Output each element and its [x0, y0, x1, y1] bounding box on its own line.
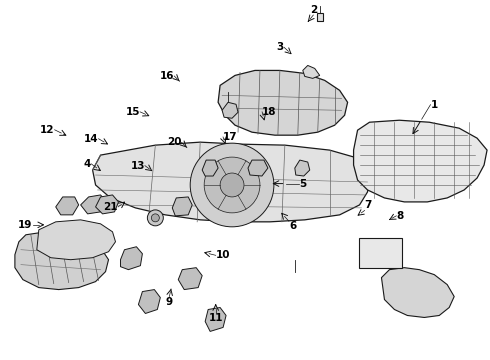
Polygon shape — [218, 71, 347, 135]
Polygon shape — [248, 160, 268, 176]
Text: 7: 7 — [365, 201, 372, 211]
Text: 16: 16 — [160, 71, 174, 81]
Text: 2: 2 — [310, 5, 317, 15]
Polygon shape — [15, 232, 108, 289]
Polygon shape — [382, 268, 454, 318]
Text: 3: 3 — [277, 42, 284, 52]
Text: 11: 11 — [208, 313, 223, 323]
Polygon shape — [138, 289, 160, 314]
Text: 17: 17 — [223, 132, 238, 142]
Polygon shape — [303, 66, 319, 78]
Polygon shape — [56, 197, 78, 215]
Circle shape — [220, 173, 244, 197]
Text: 21: 21 — [103, 202, 118, 212]
Polygon shape — [202, 160, 218, 176]
Circle shape — [190, 143, 274, 227]
Text: 14: 14 — [84, 134, 98, 144]
Text: 9: 9 — [166, 297, 173, 307]
Text: 19: 19 — [18, 220, 33, 230]
Text: 8: 8 — [396, 211, 404, 221]
Text: 5: 5 — [299, 179, 306, 189]
FancyBboxPatch shape — [359, 238, 402, 268]
Text: 1: 1 — [431, 100, 438, 110]
Polygon shape — [96, 195, 119, 214]
Text: 4: 4 — [84, 159, 91, 169]
Circle shape — [147, 210, 163, 226]
Polygon shape — [317, 13, 323, 21]
Polygon shape — [178, 268, 202, 289]
Text: 6: 6 — [289, 221, 296, 231]
Polygon shape — [354, 120, 487, 202]
Polygon shape — [295, 160, 310, 176]
Polygon shape — [172, 197, 192, 216]
Polygon shape — [222, 102, 238, 118]
Polygon shape — [37, 220, 116, 260]
Polygon shape — [81, 195, 106, 214]
Text: 15: 15 — [125, 107, 140, 117]
Polygon shape — [205, 307, 226, 332]
Text: 12: 12 — [40, 125, 55, 135]
Text: 20: 20 — [167, 138, 182, 147]
Text: 10: 10 — [216, 250, 230, 260]
Text: 13: 13 — [130, 161, 145, 171]
Polygon shape — [93, 142, 369, 222]
Text: 18: 18 — [262, 107, 276, 117]
Polygon shape — [121, 247, 143, 270]
Circle shape — [204, 157, 260, 213]
Circle shape — [151, 214, 159, 222]
